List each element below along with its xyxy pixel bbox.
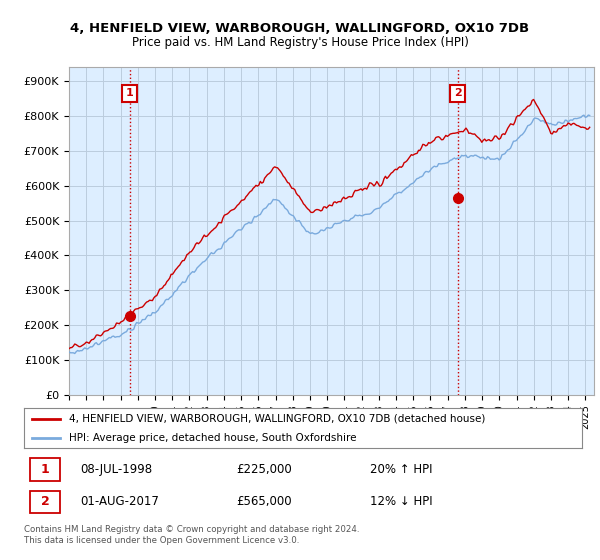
Text: 08-JUL-1998: 08-JUL-1998 (80, 463, 152, 476)
FancyBboxPatch shape (29, 491, 60, 513)
Text: HPI: Average price, detached house, South Oxfordshire: HPI: Average price, detached house, Sout… (68, 433, 356, 444)
Text: 20% ↑ HPI: 20% ↑ HPI (370, 463, 433, 476)
Text: 4, HENFIELD VIEW, WARBOROUGH, WALLINGFORD, OX10 7DB (detached house): 4, HENFIELD VIEW, WARBOROUGH, WALLINGFOR… (68, 414, 485, 424)
Text: 01-AUG-2017: 01-AUG-2017 (80, 496, 158, 508)
Text: Contains HM Land Registry data © Crown copyright and database right 2024.
This d: Contains HM Land Registry data © Crown c… (24, 525, 359, 545)
Text: 1: 1 (126, 88, 133, 99)
Text: Price paid vs. HM Land Registry's House Price Index (HPI): Price paid vs. HM Land Registry's House … (131, 36, 469, 49)
Text: 2: 2 (454, 88, 461, 99)
Text: 1: 1 (41, 463, 49, 476)
Text: £565,000: £565,000 (236, 496, 292, 508)
Text: 4, HENFIELD VIEW, WARBOROUGH, WALLINGFORD, OX10 7DB: 4, HENFIELD VIEW, WARBOROUGH, WALLINGFOR… (70, 22, 530, 35)
Text: 12% ↓ HPI: 12% ↓ HPI (370, 496, 433, 508)
Text: 2: 2 (41, 496, 49, 508)
Text: £225,000: £225,000 (236, 463, 292, 476)
FancyBboxPatch shape (29, 459, 60, 481)
